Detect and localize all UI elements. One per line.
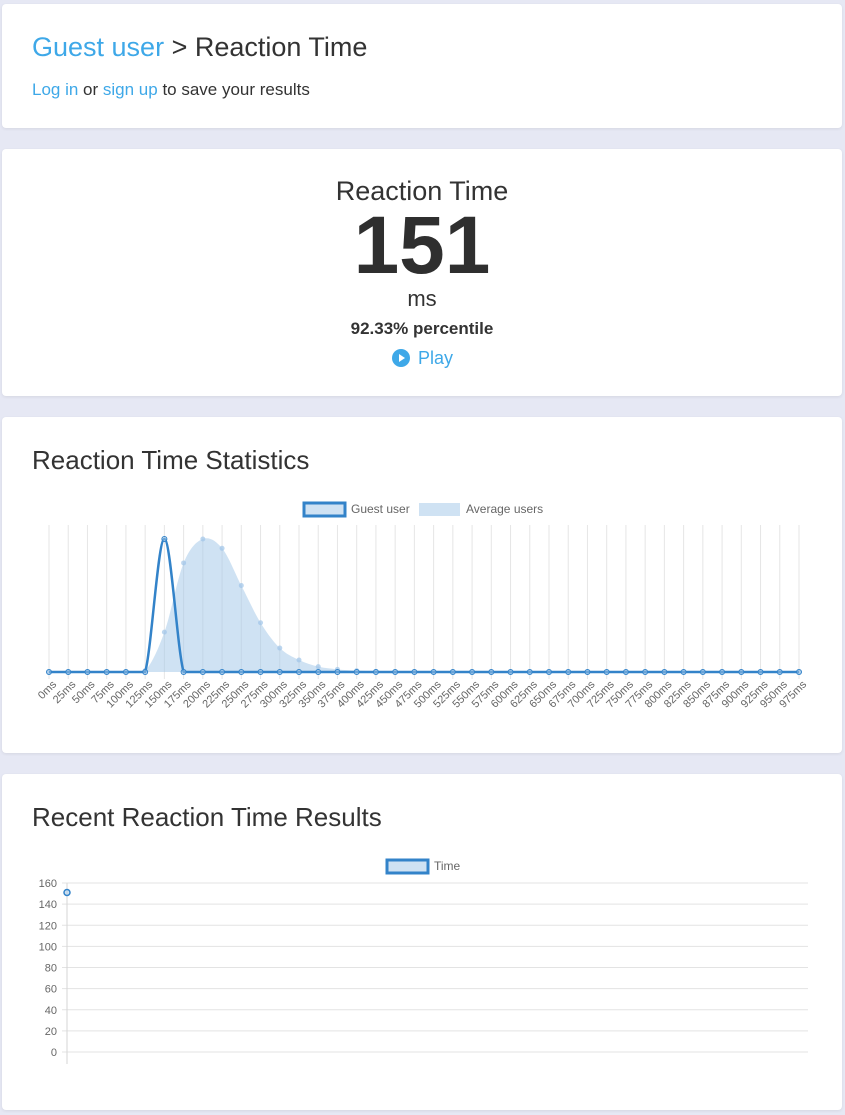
play-label: Play: [418, 347, 454, 368]
point-guest: [796, 669, 802, 675]
legend-label-guest: Guest user: [351, 502, 410, 516]
distribution-chart: Guest user Average users 0ms25ms50ms75ms10…: [36, 501, 810, 710]
score-card: Reaction Time 151 ms 92.33% percentile P…: [2, 149, 842, 396]
point-time: [63, 888, 71, 897]
point-average: [296, 657, 302, 663]
point-guest: [699, 669, 706, 675]
recent-card: Recent Reaction Time Results Time 160 140 1…: [2, 774, 842, 1110]
login-rest-text: to save your results: [157, 80, 310, 99]
play-button[interactable]: Play: [392, 346, 453, 370]
distribution-x-ticks: 0ms25ms50ms75ms100ms125ms150ms175ms200ms…: [36, 678, 810, 710]
recent-results-chart: Time 160 140 120 100 80 60 40 20 0: [39, 858, 808, 1064]
point-guest: [488, 669, 495, 675]
point-guest: [199, 669, 206, 675]
point-guest: [257, 669, 264, 675]
legend-swatch-guest: [302, 501, 347, 518]
login-link[interactable]: Log in: [32, 80, 79, 99]
point-average: [161, 629, 167, 635]
login-or-text: or: [78, 80, 103, 99]
breadcrumb-separator: >: [164, 32, 195, 62]
distribution-legend: Guest user Average users: [302, 501, 543, 518]
score-unit: ms: [407, 286, 437, 311]
y-tick-label: 0: [51, 1047, 57, 1059]
point-guest: [642, 669, 649, 675]
point-guest: [334, 669, 341, 675]
point-guest: [430, 669, 437, 675]
point-guest: [238, 669, 245, 675]
point-guest: [296, 669, 302, 675]
y-tick-label: 80: [45, 963, 57, 975]
score-percentile: 92.33% percentile: [350, 319, 494, 338]
point-guest: [719, 669, 726, 675]
recent-title: Recent Reaction Time Results: [32, 802, 382, 832]
series-area-average: [49, 538, 799, 672]
point-guest: [738, 669, 745, 675]
point-average: [219, 545, 225, 551]
point-guest: [142, 669, 149, 675]
score-title: Reaction Time: [335, 176, 509, 206]
play-icon: [392, 349, 410, 367]
stats-title: Reaction Time Statistics: [32, 445, 310, 475]
point-average: [258, 620, 264, 626]
legend-label-time: Time: [434, 859, 461, 873]
point-guest: [276, 669, 283, 675]
point-guest: [103, 669, 110, 675]
point-guest: [84, 669, 91, 675]
point-guest: [603, 669, 610, 675]
y-tick-label: 160: [39, 878, 57, 890]
point-guest: [661, 669, 668, 675]
header-card: Guest user > Reaction Time Log in or sig…: [2, 4, 842, 128]
point-average: [277, 645, 283, 651]
breadcrumb: Guest user > Reaction Time: [32, 32, 367, 63]
legend-swatch-average: [419, 503, 460, 516]
point-guest: [122, 669, 129, 675]
y-tick-label: 20: [45, 1026, 57, 1038]
point-average: [315, 664, 321, 670]
y-tick-label: 100: [39, 941, 57, 953]
point-guest: [622, 669, 629, 675]
point-guest: [411, 669, 418, 675]
point-guest: [161, 536, 168, 542]
point-guest: [180, 669, 187, 675]
point-guest: [392, 669, 399, 675]
point-guest: [546, 669, 552, 675]
breadcrumb-page: Reaction Time: [194, 32, 368, 62]
point-guest: [315, 669, 322, 675]
score-value: 151: [353, 200, 491, 291]
login-prompt: Log in or sign up to save your results: [32, 80, 310, 100]
recent-y-ticks: 160 140 120 100 80 60 40 20 0: [39, 878, 57, 1059]
point-guest: [469, 669, 476, 675]
point-guest: [757, 669, 764, 675]
y-tick-label: 140: [39, 899, 57, 911]
point-guest: [776, 669, 783, 675]
point-guest: [526, 669, 533, 675]
y-tick-label: 60: [45, 984, 57, 996]
point-guest: [584, 669, 591, 675]
point-average: [181, 560, 187, 566]
point-guest: [372, 669, 379, 675]
series-points-time: [63, 888, 71, 897]
point-guest: [565, 669, 572, 675]
breadcrumb-user-link[interactable]: Guest user: [32, 32, 165, 62]
y-tick-label: 40: [45, 1005, 57, 1017]
point-guest: [449, 669, 456, 675]
series-points-guest: [46, 536, 802, 675]
point-guest: [507, 669, 514, 675]
point-guest: [353, 669, 360, 675]
point-guest: [46, 669, 52, 675]
point-average: [200, 536, 206, 542]
legend-label-average: Average users: [466, 502, 543, 516]
point-average: [238, 583, 244, 589]
legend-swatch-time: [385, 858, 430, 875]
point-guest: [219, 669, 226, 675]
point-guest: [680, 669, 687, 675]
signup-link[interactable]: sign up: [102, 80, 158, 99]
recent-legend: Time: [385, 858, 461, 875]
recent-gridlines: [62, 882, 808, 1053]
y-tick-label: 120: [39, 920, 57, 932]
point-guest: [65, 669, 72, 675]
stats-card: Reaction Time Statistics Guest user Avera…: [2, 417, 842, 753]
distribution-gridlines: [48, 525, 800, 679]
